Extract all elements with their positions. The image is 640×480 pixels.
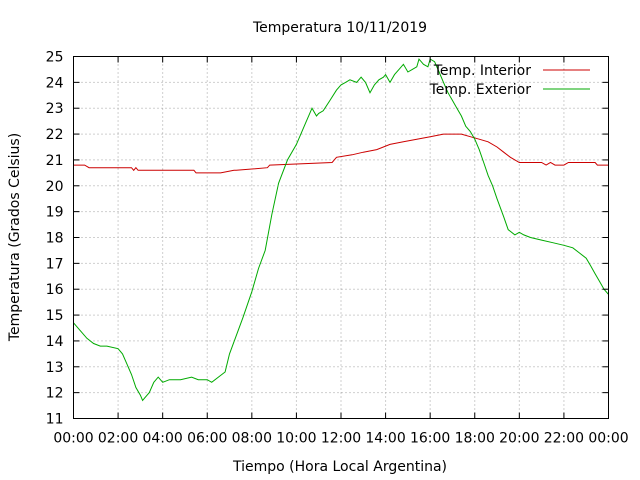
y-tick-labels: 11 12 13 14 15 16 17 18 19 20 21 22 23 24 25 xyxy=(46,50,64,428)
chart-title: Temperatura 10/11/2019 xyxy=(252,20,427,36)
y-tick-label: 17 xyxy=(46,256,64,272)
x-tick-label: 10:00 xyxy=(276,431,316,447)
grid-lines xyxy=(73,56,609,419)
legend-label-exterior: Temp. Exterior xyxy=(429,82,532,98)
axis-ticks xyxy=(73,56,609,419)
y-tick-label: 24 xyxy=(46,75,64,91)
y-tick-label: 20 xyxy=(46,179,64,195)
y-tick-label: 16 xyxy=(46,282,64,298)
legend-label-interior: Temp. Interior xyxy=(433,63,532,79)
y-tick-label: 18 xyxy=(46,231,64,247)
series-lines xyxy=(73,58,609,402)
series-line-interior xyxy=(73,133,609,174)
y-tick-label: 22 xyxy=(46,127,64,143)
x-tick-label: 00:00 xyxy=(588,431,628,447)
series-line-exterior xyxy=(73,58,609,402)
x-tick-label: 18:00 xyxy=(455,431,495,447)
x-tick-label: 22:00 xyxy=(544,431,584,447)
x-tick-label: 20:00 xyxy=(499,431,539,447)
x-tick-label: 00:00 xyxy=(53,431,93,447)
y-tick-label: 19 xyxy=(46,205,64,221)
x-tick-label: 12:00 xyxy=(321,431,361,447)
x-tick-labels: 00:00 02:00 04:00 06:00 08:00 10:00 12:00 14:00… xyxy=(53,431,628,447)
y-tick-label: 11 xyxy=(46,412,64,428)
y-tick-label: 21 xyxy=(46,153,64,169)
y-tick-label: 12 xyxy=(46,386,64,402)
y-tick-label: 13 xyxy=(46,360,64,376)
y-axis-label: Temperatura (Grados Celsius) xyxy=(7,133,23,342)
y-tick-label: 15 xyxy=(46,308,64,324)
x-tick-label: 08:00 xyxy=(232,431,272,447)
y-tick-label: 25 xyxy=(46,50,64,66)
x-tick-label: 06:00 xyxy=(187,431,227,447)
x-axis-label: Tiempo (Hora Local Argentina) xyxy=(232,459,447,475)
y-tick-label: 14 xyxy=(46,334,64,350)
x-tick-label: 02:00 xyxy=(98,431,138,447)
x-tick-label: 16:00 xyxy=(410,431,450,447)
x-tick-label: 14:00 xyxy=(365,431,405,447)
y-tick-label: 23 xyxy=(46,101,64,117)
x-tick-label: 04:00 xyxy=(142,431,182,447)
legend: Temp. Interior Temp. Exterior xyxy=(429,63,590,98)
